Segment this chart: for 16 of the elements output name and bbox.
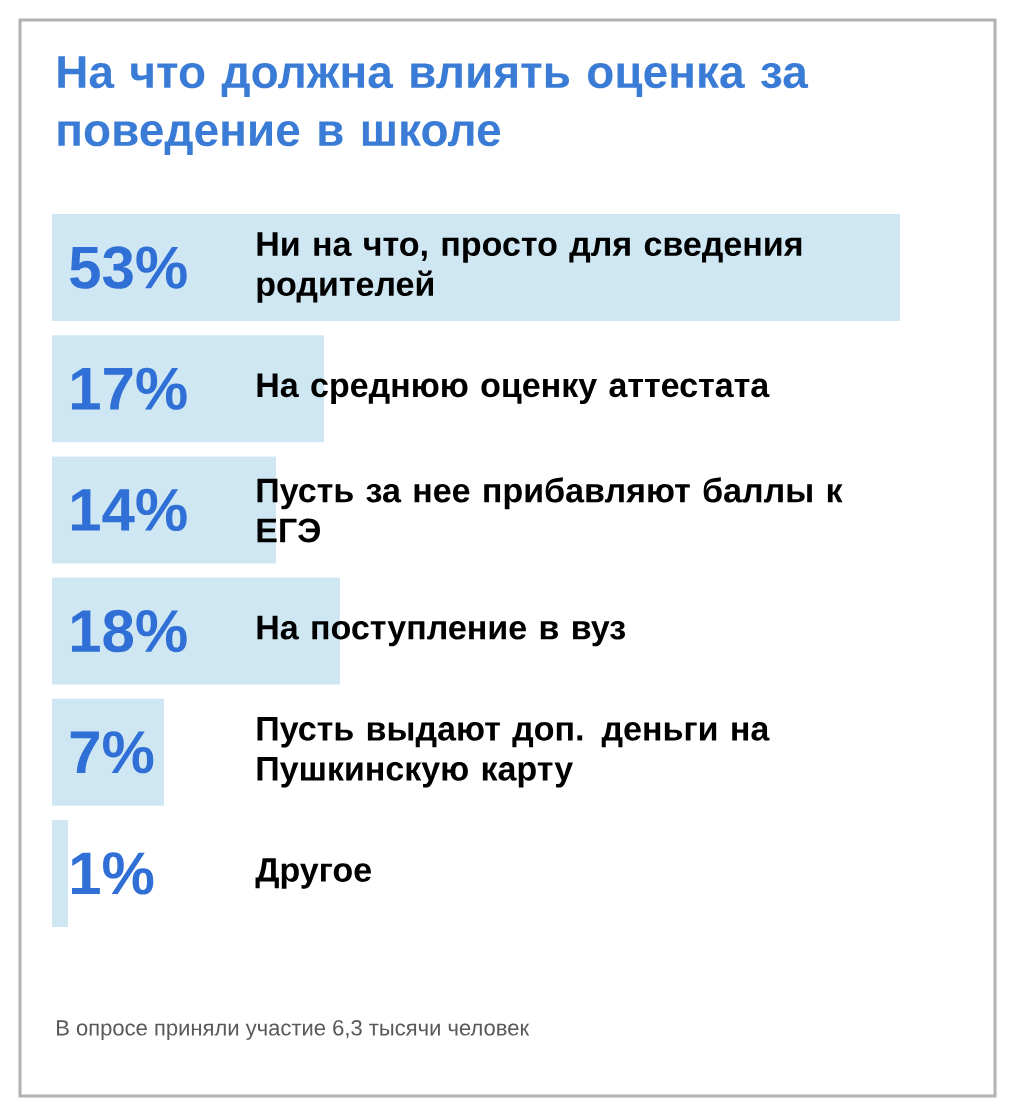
y-tick-label: На среднюю оценку аттестата [257,373,770,404]
text: В опросе приняли участие 6,3 тысячи человек [57,1020,530,1040]
data-label: 1% [71,852,154,895]
data-label: 53% [70,246,187,289]
y-tick-label: Пусть выдают доп. деньги на Пушкинскую карту [257,717,770,788]
chart-title: На что должна влиять оценка за поведение в школе [58,56,809,155]
y-tick-label: Ни на что, просто для сведения родителей [257,232,802,303]
bar [52,819,68,927]
bar [52,214,901,322]
data-label: 14% [71,488,187,532]
y-tick-label: Пусть за нее прибавляют баллы к ЕГЭ [257,477,843,543]
data-label: 17% [71,367,187,410]
y-tick-label: Другое [255,858,371,889]
data-label: 7% [70,731,154,774]
y-tick-label: На поступление в вуз [257,615,626,647]
data-label: 18% [71,609,187,653]
